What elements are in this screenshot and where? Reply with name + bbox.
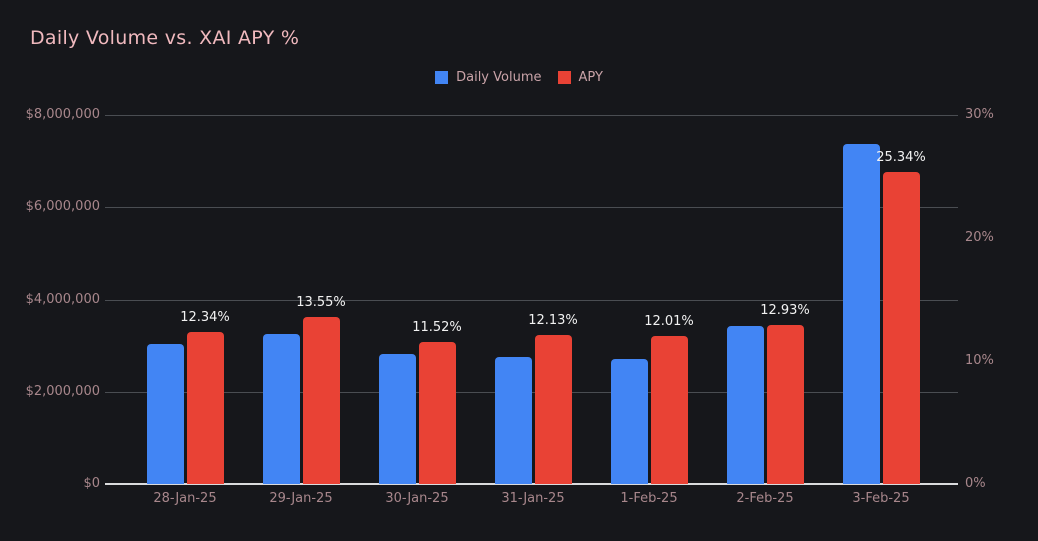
volume-bar[interactable] [842,144,880,484]
chart-legend: Daily Volume APY [0,70,1038,85]
gridline [105,115,958,116]
legend-swatch-icon [557,71,571,84]
volume-bar[interactable] [378,353,416,484]
x-axis-category-label: 1-Feb-25 [620,491,678,506]
x-axis-category-label: 3-Feb-25 [852,491,910,506]
left-axis-tick-label: $8,000,000 [25,107,100,122]
right-axis-tick-label: 20% [965,230,994,245]
apy-bar[interactable] [650,336,688,484]
chart-title: Daily Volume vs. XAI APY % [30,27,300,49]
apy-data-label: 12.01% [644,314,694,329]
left-axis-tick-label: $4,000,000 [25,292,100,307]
legend-label: APY [578,70,603,85]
legend-swatch-icon [435,71,449,84]
apy-bar[interactable] [302,317,340,484]
apy-bar[interactable] [882,172,920,484]
volume-bar[interactable] [262,334,300,484]
right-axis-tick-label: 30% [965,107,994,122]
right-axis-tick-label: 10% [965,353,994,368]
apy-data-label: 12.93% [760,303,810,318]
x-axis-category-label: 28-Jan-25 [153,491,217,506]
left-axis-tick-label: $6,000,000 [25,199,100,214]
x-axis-category-label: 31-Jan-25 [501,491,565,506]
right-axis-tick-label: 0% [965,476,986,491]
apy-data-label: 25.34% [876,150,926,165]
apy-data-label: 13.55% [296,295,346,310]
left-axis-tick-label: $2,000,000 [25,384,100,399]
left-axis-tick-label: $0 [83,476,100,491]
x-axis-category-label: 2-Feb-25 [736,491,794,506]
gridline [105,392,958,393]
legend-item-apy[interactable]: APY [557,70,603,85]
apy-bar[interactable] [766,324,804,484]
apy-bar[interactable] [418,342,456,484]
apy-data-label: 11.52% [412,320,462,335]
x-axis-category-label: 30-Jan-25 [385,491,449,506]
x-axis-category-label: 29-Jan-25 [269,491,333,506]
volume-bar[interactable] [726,325,764,484]
legend-item-daily-volume[interactable]: Daily Volume [435,70,542,85]
apy-bar[interactable] [186,332,224,484]
apy-data-label: 12.13% [528,313,578,328]
volume-bar[interactable] [610,359,648,484]
x-axis-line [105,483,958,485]
apy-data-label: 12.34% [180,310,230,325]
gridline [105,207,958,208]
volume-bar[interactable] [146,344,184,484]
volume-bar[interactable] [494,357,532,484]
gridline [105,300,958,301]
apy-bar[interactable] [534,334,572,484]
legend-label: Daily Volume [456,70,542,85]
